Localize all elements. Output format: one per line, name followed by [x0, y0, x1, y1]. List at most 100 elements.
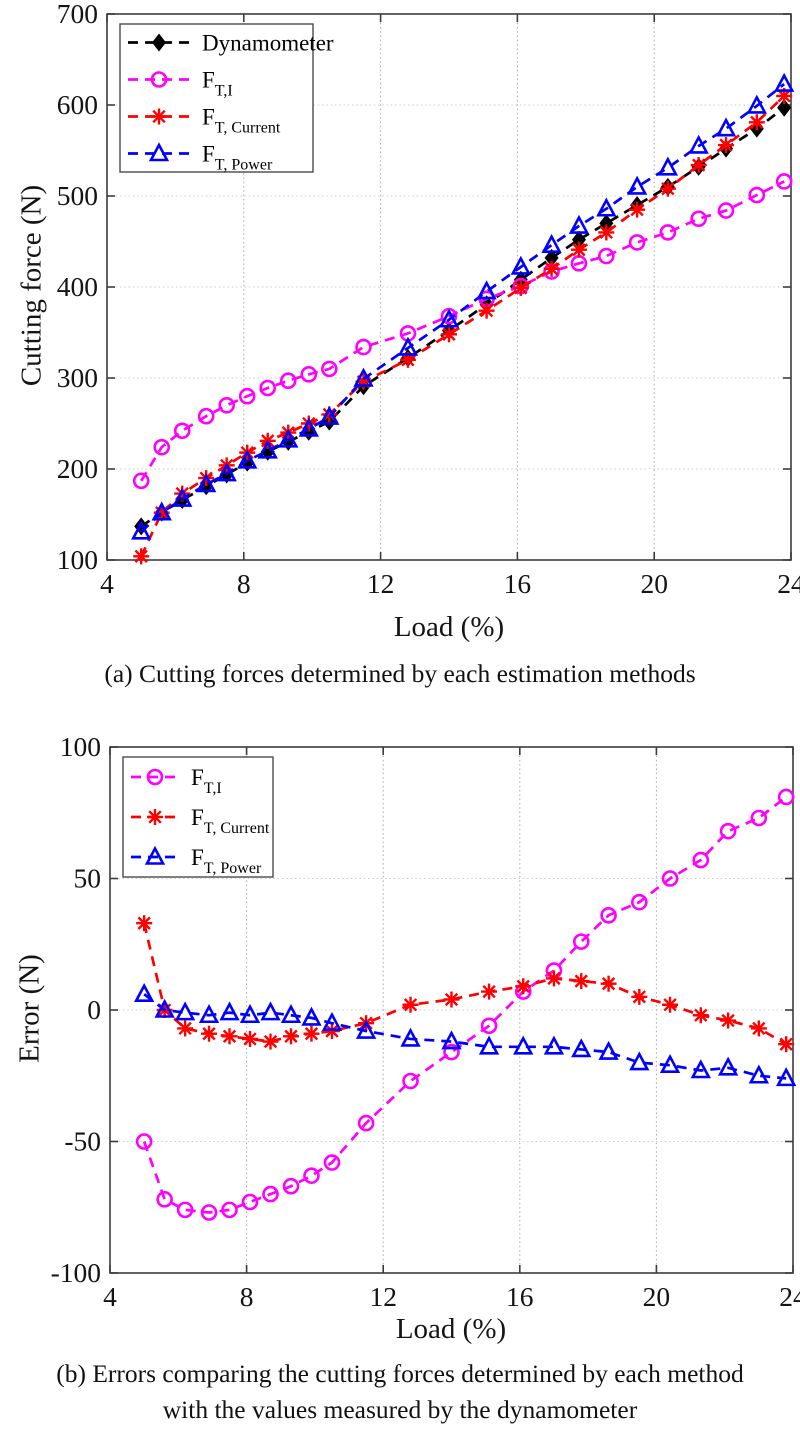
triangle-marker — [239, 1003, 261, 1024]
legend-label-ft_current: FT, Current — [202, 105, 281, 137]
triangle-marker — [400, 1027, 421, 1047]
circle-marker — [303, 1167, 320, 1184]
circle-marker — [282, 1177, 300, 1195]
triangle-marker — [748, 1064, 770, 1084]
legend-chart-b: FT,I FT, Current FT, Power — [122, 756, 274, 878]
circle-marker — [631, 893, 648, 911]
asterisk-marker — [403, 998, 418, 1012]
asterisk-marker — [692, 158, 706, 172]
triangle-marker — [568, 214, 590, 234]
legend-label-dynamometer: Dynamometer — [202, 31, 334, 56]
circle-marker — [692, 851, 710, 869]
triangle-marker — [355, 1019, 377, 1039]
circle-marker — [259, 379, 277, 397]
triangle-marker — [541, 233, 562, 253]
triangle-marker — [301, 1006, 322, 1026]
triangle-marker — [657, 156, 679, 176]
circle-marker — [748, 186, 766, 204]
x-tick-label: 8 — [240, 1281, 254, 1312]
chart-a: 4 8 12 16 20 24 100 200 300 400 500 600 700 Dynamomet… — [57, 0, 800, 599]
legend-chart-a: Dynamometer FT,I FT, Current FT, Power — [119, 23, 334, 174]
triangle-marker — [144, 845, 166, 865]
asterisk-marker — [401, 353, 415, 367]
circle-marker — [402, 1072, 419, 1090]
asterisk-marker — [444, 992, 459, 1007]
legend-label-ft_i: FT,I — [191, 765, 222, 797]
circle-marker — [200, 1204, 218, 1221]
circle-marker — [238, 387, 256, 405]
x-tick-label: 4 — [103, 1281, 117, 1312]
asterisk-marker — [516, 979, 530, 993]
chart-a-xlabel: Load (%) — [393, 611, 505, 643]
circle-marker — [176, 1201, 194, 1219]
asterisk-marker — [222, 1029, 237, 1043]
triangle-marker — [319, 405, 340, 425]
triangle-marker — [397, 336, 419, 356]
circle-marker — [300, 366, 318, 383]
asterisk-marker — [719, 138, 733, 152]
triangle-marker — [133, 982, 155, 1003]
x-tick-label: 24 — [777, 568, 800, 599]
circle-marker — [750, 809, 768, 827]
triangle-marker — [148, 142, 170, 162]
circle-marker — [173, 422, 191, 440]
chart-b-ylabel: Error (N) — [13, 954, 46, 1063]
y-tick-label: 0 — [87, 994, 101, 1025]
circle-marker — [135, 1133, 153, 1150]
circle-marker — [279, 372, 297, 390]
series-line-ft_i — [140, 180, 785, 482]
circle-marker — [355, 338, 372, 356]
circle-marker — [132, 472, 150, 490]
series-markers-ft_current — [136, 915, 795, 1053]
asterisk-marker — [134, 549, 148, 564]
y-tick-label: 100 — [60, 731, 101, 762]
triangle-marker — [688, 134, 709, 154]
triangle-marker — [629, 1051, 650, 1071]
asterisk-marker — [325, 1024, 339, 1038]
circle-marker — [262, 1185, 279, 1203]
triangle-marker — [280, 1003, 302, 1024]
triangle-marker — [237, 449, 258, 469]
chart-b-caption-line-2: with the values measured by the dynamome… — [162, 1395, 638, 1424]
asterisk-marker — [152, 109, 166, 124]
circle-marker — [323, 1154, 341, 1171]
legend-label-ft_power: FT, Power — [202, 142, 273, 174]
circle-marker — [628, 234, 646, 251]
asterisk-marker — [574, 974, 588, 988]
asterisk-marker — [284, 1029, 298, 1043]
triangle-marker — [659, 1053, 681, 1074]
circle-marker — [719, 822, 737, 840]
asterisk-marker — [750, 115, 764, 129]
triangle-marker — [543, 1035, 565, 1055]
triangle-marker — [626, 175, 648, 195]
triangle-marker — [196, 473, 217, 493]
triangle-marker — [321, 1011, 343, 1031]
circle-marker — [775, 173, 793, 190]
triangle-marker — [596, 197, 617, 217]
asterisk-marker — [572, 243, 586, 257]
y-tick-label: -100 — [51, 1257, 101, 1288]
triangle-marker — [298, 417, 319, 437]
circle-marker — [218, 396, 235, 414]
diamond-marker — [544, 248, 559, 267]
asterisk-marker — [482, 984, 496, 999]
series-markers-ft_power — [133, 982, 797, 1087]
circle-marker — [153, 438, 171, 456]
asterisk-marker — [442, 327, 456, 341]
y-tick-label: 400 — [57, 271, 98, 302]
legend-label-ft_current: FT, Current — [191, 805, 270, 837]
y-tick-label: 200 — [57, 453, 98, 484]
asterisk-marker — [544, 262, 559, 276]
series-line-ft_power — [140, 83, 786, 533]
asterisk-marker — [661, 182, 675, 196]
chart-b-caption: (b) Errors comparing the cutting forces … — [0, 1356, 800, 1428]
triangle-marker — [174, 1001, 196, 1021]
legend-label-ft_i: FT,I — [202, 68, 233, 100]
circle-marker — [443, 1043, 460, 1061]
triangle-marker — [151, 501, 172, 521]
x-tick-label: 4 — [100, 568, 114, 599]
asterisk-marker — [630, 203, 644, 217]
triangle-marker — [219, 1001, 240, 1021]
series-line-ft_current — [142, 922, 787, 1046]
